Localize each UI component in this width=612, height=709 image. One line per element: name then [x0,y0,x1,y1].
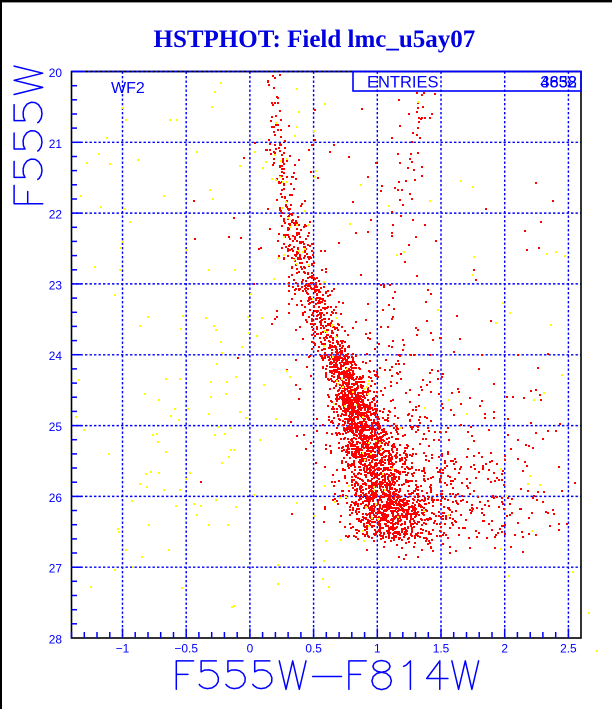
svg-text:24: 24 [49,349,63,363]
svg-text:4638: 4638 [540,74,577,92]
svg-text:2: 2 [501,641,508,655]
svg-text:21: 21 [49,137,63,151]
svg-text:WF2: WF2 [111,80,145,97]
svg-text:3852: 3852 [540,74,577,92]
svg-text:28: 28 [49,633,63,647]
svg-text:0.5: 0.5 [305,641,322,655]
svg-text:HSTPHOT: Field lmc_u5ay07: HSTPHOT: Field lmc_u5ay07 [154,26,476,53]
svg-text:25: 25 [49,420,63,434]
svg-text:26: 26 [49,491,63,505]
svg-text:22: 22 [49,208,63,222]
svg-text:23: 23 [49,278,63,292]
svg-text:20: 20 [49,66,63,80]
svg-text:−0.5: −0.5 [174,641,198,655]
svg-text:−1: −1 [116,641,130,655]
svg-text:0: 0 [247,641,254,655]
svg-text:1.5: 1.5 [433,641,450,655]
svg-text:27: 27 [49,562,63,576]
svg-text:1: 1 [374,641,381,655]
svg-text:ENTRIES: ENTRIES [367,74,439,92]
svg-text:2.5: 2.5 [560,641,577,655]
